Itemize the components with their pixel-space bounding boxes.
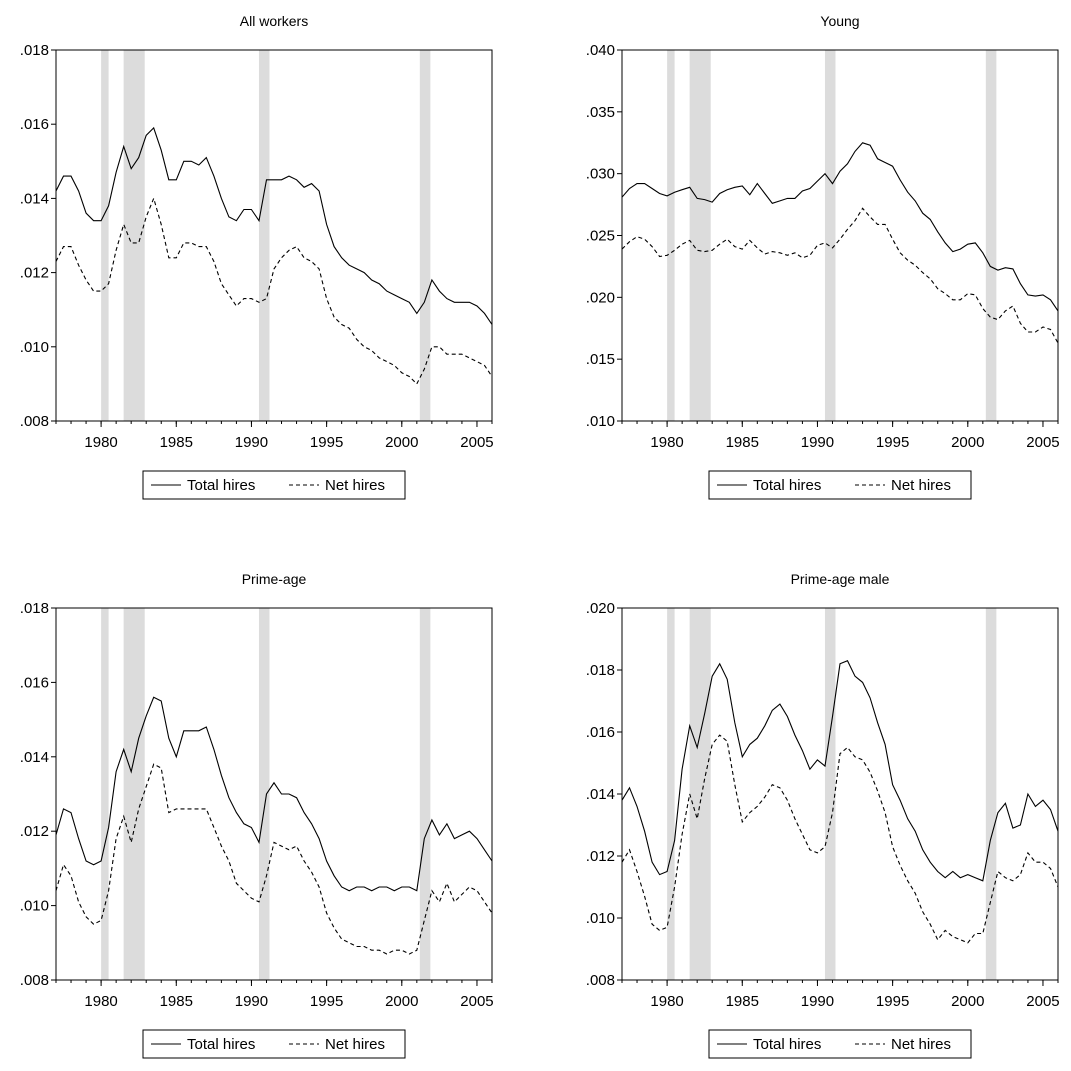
x-tick-label: 1995 (876, 434, 909, 451)
x-tick-label: 1995 (310, 993, 343, 1010)
recession-band (825, 608, 836, 980)
legend: Total hires Net hires (143, 1030, 405, 1058)
y-tick-label: .015 (586, 351, 615, 368)
chart-panel: All workers .008 .010 .012 .014 .016 .018 1980 1… (20, 13, 494, 499)
y-tick-label: .010 (20, 339, 49, 356)
recession-band (825, 50, 836, 421)
legend-label-total-hires: Total hires (753, 1036, 821, 1053)
legend-label-net-hires: Net hires (325, 477, 385, 494)
y-tick-label: .018 (586, 662, 615, 679)
x-tick-label: 2000 (951, 434, 984, 451)
legend-label-net-hires: Net hires (325, 1036, 385, 1053)
legend-label-net-hires: Net hires (891, 1036, 951, 1053)
x-tick-label: 2005 (460, 434, 493, 451)
recession-band (690, 608, 711, 980)
recession-band (124, 608, 145, 980)
x-tick-label: 1985 (160, 434, 193, 451)
x-tick-label: 1990 (235, 434, 268, 451)
x-tick-label: 1995 (876, 993, 909, 1010)
y-tick-label: .014 (586, 786, 615, 803)
x-tick-label: 1990 (801, 434, 834, 451)
legend: Total hires Net hires (709, 1030, 971, 1058)
recession-band (124, 50, 145, 421)
y-tick-label: .012 (20, 823, 49, 840)
recession-band (420, 608, 431, 980)
x-tick-label: 1980 (84, 434, 117, 451)
y-tick-label: .008 (20, 972, 49, 989)
x-tick-label: 1980 (650, 993, 683, 1010)
y-tick-label: .010 (586, 910, 615, 927)
chart-title: All workers (240, 13, 308, 29)
recession-band (690, 50, 711, 421)
chart-panel: Prime-age .008 .010 .012 .014 .016 .018 1980 198… (20, 571, 494, 1058)
y-tick-label: .010 (20, 898, 49, 915)
x-tick-label: 2000 (385, 993, 418, 1010)
chart-panel: Young .010 .015 .020 .025 .030 .035 .040 1980 198… (586, 13, 1060, 499)
y-tick-label: .012 (20, 265, 49, 282)
x-tick-label: 1995 (310, 434, 343, 451)
legend-label-total-hires: Total hires (187, 1036, 255, 1053)
x-tick-label: 1985 (160, 993, 193, 1010)
chart-title: Prime-age male (791, 571, 890, 587)
x-tick-label: 2005 (1026, 434, 1059, 451)
y-tick-label: .020 (586, 289, 615, 306)
y-tick-label: .016 (20, 116, 49, 133)
y-tick-label: .018 (20, 600, 49, 617)
y-tick-label: .016 (586, 724, 615, 741)
legend: Total hires Net hires (709, 471, 971, 499)
x-tick-label: 1985 (726, 993, 759, 1010)
y-tick-label: .035 (586, 104, 615, 121)
legend-label-net-hires: Net hires (891, 477, 951, 494)
x-tick-label: 2000 (951, 993, 984, 1010)
recession-band (101, 608, 109, 980)
y-tick-label: .008 (20, 413, 49, 430)
legend: Total hires Net hires (143, 471, 405, 499)
legend-label-total-hires: Total hires (187, 477, 255, 494)
chart-panel: Prime-age male .008 .010 .012 .014 .016 .018 .0… (586, 571, 1060, 1058)
chart-title: Prime-age (242, 571, 307, 587)
recession-band (986, 608, 997, 980)
y-tick-label: .008 (586, 972, 615, 989)
y-tick-label: .014 (20, 749, 49, 766)
y-tick-label: .040 (586, 42, 615, 59)
y-tick-label: .030 (586, 166, 615, 183)
recession-band (259, 608, 270, 980)
y-tick-label: .012 (586, 848, 615, 865)
y-tick-label: .018 (20, 42, 49, 59)
x-tick-label: 1980 (84, 993, 117, 1010)
recession-band (101, 50, 109, 421)
recession-band (986, 50, 997, 421)
x-tick-label: 1985 (726, 434, 759, 451)
x-tick-label: 2000 (385, 434, 418, 451)
x-tick-label: 1990 (801, 993, 834, 1010)
chart-title: Young (820, 13, 859, 29)
x-tick-label: 2005 (460, 993, 493, 1010)
x-tick-label: 1980 (650, 434, 683, 451)
y-tick-label: .010 (586, 413, 615, 430)
recession-band (420, 50, 431, 421)
legend-label-total-hires: Total hires (753, 477, 821, 494)
x-tick-label: 2005 (1026, 993, 1059, 1010)
recession-band (259, 50, 270, 421)
y-tick-label: .016 (20, 674, 49, 691)
y-tick-label: .020 (586, 600, 615, 617)
y-tick-label: .025 (586, 228, 615, 245)
x-tick-label: 1990 (235, 993, 268, 1010)
y-tick-label: .014 (20, 190, 49, 207)
recession-band (667, 50, 675, 421)
